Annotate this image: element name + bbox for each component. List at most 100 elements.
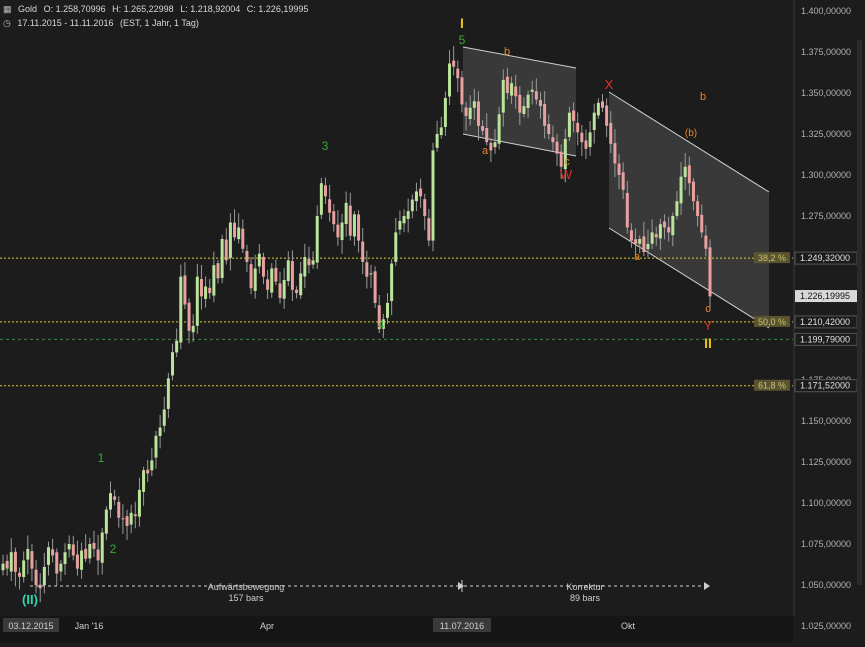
candle-body <box>460 77 464 105</box>
candle-body <box>328 199 332 213</box>
wave-label: I <box>460 15 464 31</box>
candle-body <box>414 191 418 202</box>
candle-body <box>75 554 79 569</box>
candle-body <box>654 234 658 238</box>
candle-body <box>551 137 555 143</box>
candle-body <box>650 232 654 244</box>
candle-body <box>303 257 307 277</box>
candle-body <box>642 236 646 253</box>
candle-body <box>233 222 237 238</box>
candle-body <box>381 319 385 329</box>
y-tick-label: 1.100,00000 <box>801 498 851 508</box>
candle-body <box>204 286 208 299</box>
channel-w-upper-line <box>462 46 577 69</box>
candle-body <box>46 547 50 565</box>
wave-label: II <box>704 335 712 351</box>
candle-body <box>588 132 592 147</box>
candle-body <box>530 89 534 92</box>
candle-body <box>323 185 327 197</box>
candle-body <box>584 140 588 149</box>
candle-body <box>625 192 629 228</box>
candle-body <box>472 101 476 108</box>
candle-body <box>559 151 563 167</box>
candle-body <box>104 509 108 534</box>
candle-body <box>406 211 410 219</box>
candle-body <box>419 188 423 197</box>
candle-body <box>402 216 406 224</box>
candle-body <box>505 76 509 93</box>
y-tick-label: 1.150,00000 <box>801 416 851 426</box>
candle-body <box>38 584 42 589</box>
channel-y-upper-line <box>608 91 770 193</box>
candle-body <box>179 276 183 343</box>
annotation-subtitle: 157 bars <box>228 593 264 603</box>
candle-body <box>13 551 17 572</box>
candle-body <box>683 166 687 177</box>
candle-body <box>605 105 609 126</box>
price-level-value: 1.226,19995 <box>800 291 850 301</box>
wave-label: Y <box>704 318 713 333</box>
candle-body <box>158 427 162 436</box>
candle-body <box>448 63 452 97</box>
y-tick-label: 1.375,00000 <box>801 47 851 57</box>
candle-body <box>228 222 232 258</box>
candle-body <box>282 279 286 299</box>
clock-icon: ◷ <box>3 18 11 28</box>
candle-body <box>439 127 443 136</box>
candle-body <box>270 268 274 293</box>
candle-body <box>443 97 447 127</box>
wave-label: 1 <box>98 451 105 465</box>
candle-body <box>386 302 390 318</box>
candle-body <box>476 101 480 126</box>
wave-label: 2 <box>110 542 117 556</box>
candle-body <box>208 287 212 294</box>
annotation-arrow-head <box>704 582 710 590</box>
wave-label: 5 <box>459 33 466 47</box>
candle-body <box>199 279 203 297</box>
candle-body <box>365 262 369 277</box>
candle-body <box>166 378 170 409</box>
candle-body <box>675 201 679 216</box>
candle-body <box>687 165 691 184</box>
candle-body <box>137 489 141 517</box>
candle-body <box>708 247 712 297</box>
candle-body <box>361 241 365 262</box>
candle-body <box>18 572 22 577</box>
wave-label: X <box>605 77 614 92</box>
candle-body <box>162 409 166 426</box>
candle-body <box>96 549 100 561</box>
candle-body <box>113 496 117 500</box>
candle-body <box>646 243 650 250</box>
candle-body <box>278 283 282 298</box>
wave-label: 4 <box>378 318 385 332</box>
candle-body <box>42 566 46 586</box>
candle-body <box>249 264 253 289</box>
candle-body <box>671 216 675 236</box>
wave-label: (II) <box>22 592 38 607</box>
price-level-value: 1.171,52000 <box>800 381 850 391</box>
candle-body <box>187 302 191 331</box>
x-tick-highlight <box>3 618 59 632</box>
candle-body <box>67 544 71 550</box>
candle-body <box>295 289 299 294</box>
candle-body <box>55 552 59 574</box>
candle-body <box>348 205 352 236</box>
candle-body <box>146 469 150 474</box>
wave-label: b <box>504 46 510 58</box>
candle-body <box>30 551 34 569</box>
candle-body <box>150 460 154 471</box>
fib-label: 38,2 % <box>758 253 786 263</box>
candle-body <box>638 238 642 244</box>
candle-body <box>191 325 195 333</box>
y-tick-label: 1.350,00000 <box>801 88 851 98</box>
candle-body <box>613 143 617 164</box>
x-tick-label: 03.12.2015 <box>8 621 53 631</box>
candle-body <box>464 107 468 116</box>
candle-body <box>617 163 621 175</box>
candle-body <box>621 172 625 190</box>
ohlc-header: ▦ Gold O: 1.258,70996 H: 1.265,22998 L: … <box>3 4 312 15</box>
candle-body <box>108 493 112 510</box>
y-tick-label: 1.075,00000 <box>801 539 851 549</box>
